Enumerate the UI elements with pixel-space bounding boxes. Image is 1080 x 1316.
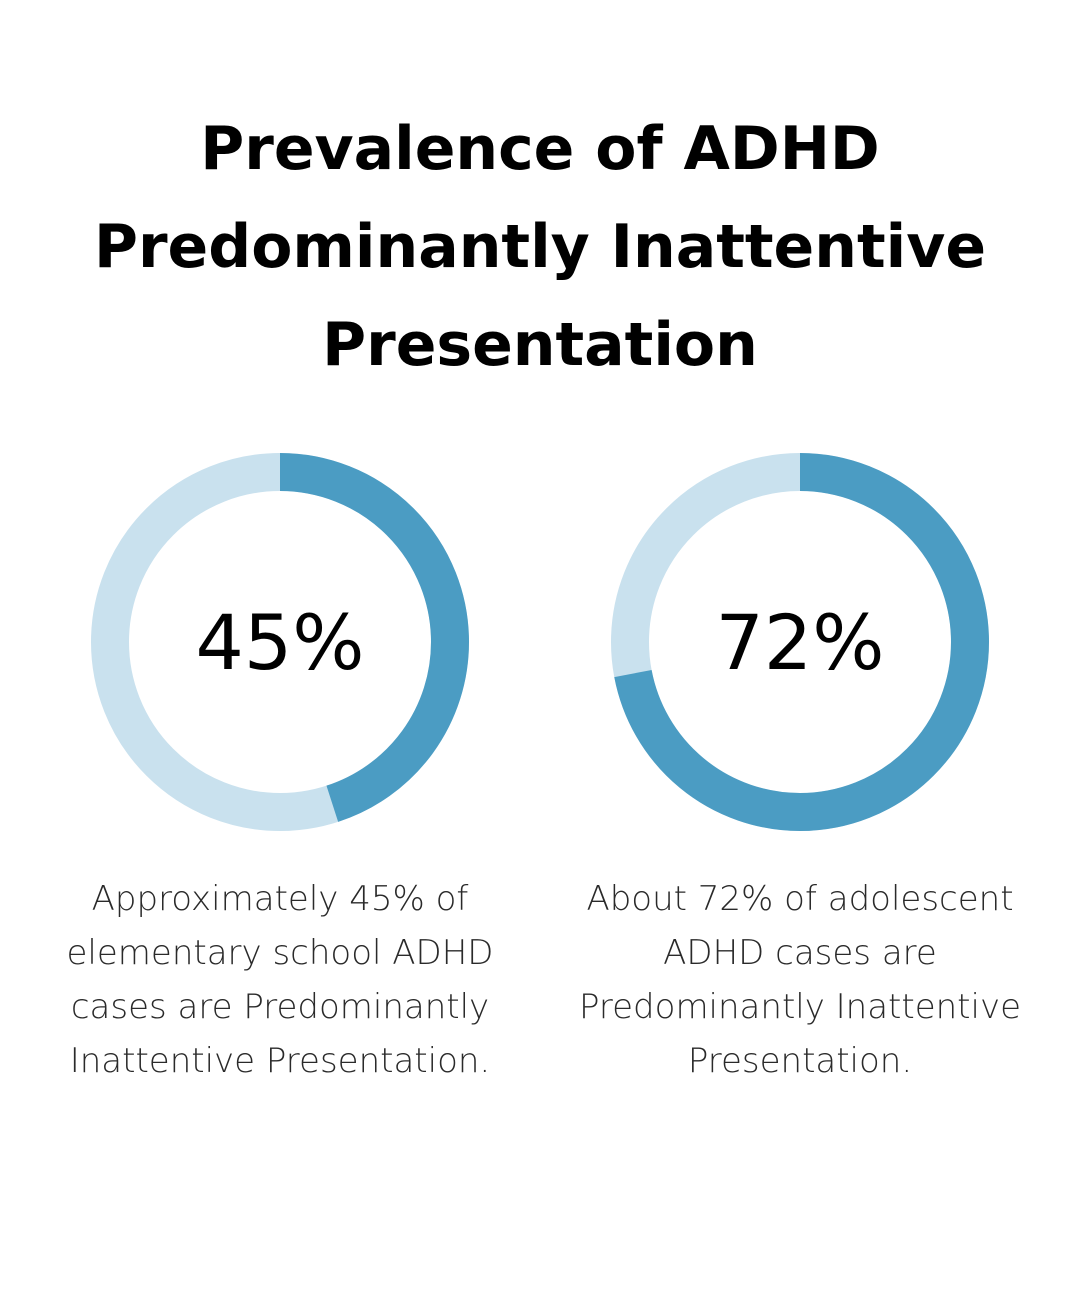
caption-line: cases are Predominantly — [70, 987, 490, 1027]
donut-fill-adolescent — [611, 453, 989, 831]
caption-line: Predominantly Inattentive — [579, 987, 1021, 1027]
stat-card-elementary: 45% Approximately 45% of elementary scho… — [40, 452, 520, 1088]
caption-line: Approximately 45% of — [91, 879, 469, 919]
caption-line: About 72% of adolescent — [586, 879, 1014, 919]
donut-chart-adolescent: 72% — [610, 452, 990, 832]
donut-chart-elementary: 45% — [90, 452, 470, 832]
donut-value-label-adolescent: 72% — [715, 597, 885, 687]
page-title: Prevalence of ADHD Predominantly Inatten… — [0, 100, 1080, 394]
donut-fill-elementary — [91, 453, 469, 831]
stat-card-adolescent: 72% About 72% of adolescent ADHD cases a… — [560, 452, 1040, 1088]
donut-svg-elementary — [91, 453, 469, 831]
donut-value-label-elementary: 45% — [195, 597, 365, 687]
caption-line: elementary school ADHD — [66, 933, 494, 973]
caption-adolescent: About 72% of adolescent ADHD cases are P… — [560, 872, 1040, 1088]
caption-line: ADHD cases are — [663, 933, 937, 973]
caption-elementary: Approximately 45% of elementary school A… — [40, 872, 520, 1088]
caption-line: Presentation. — [687, 1041, 913, 1081]
donut-svg-adolescent — [611, 453, 989, 831]
title-line-3: Presentation — [322, 310, 758, 380]
title-line-2: Predominantly Inattentive — [93, 212, 987, 282]
title-line-1: Prevalence of ADHD — [200, 114, 880, 184]
caption-line: Inattentive Presentation. — [69, 1041, 491, 1081]
